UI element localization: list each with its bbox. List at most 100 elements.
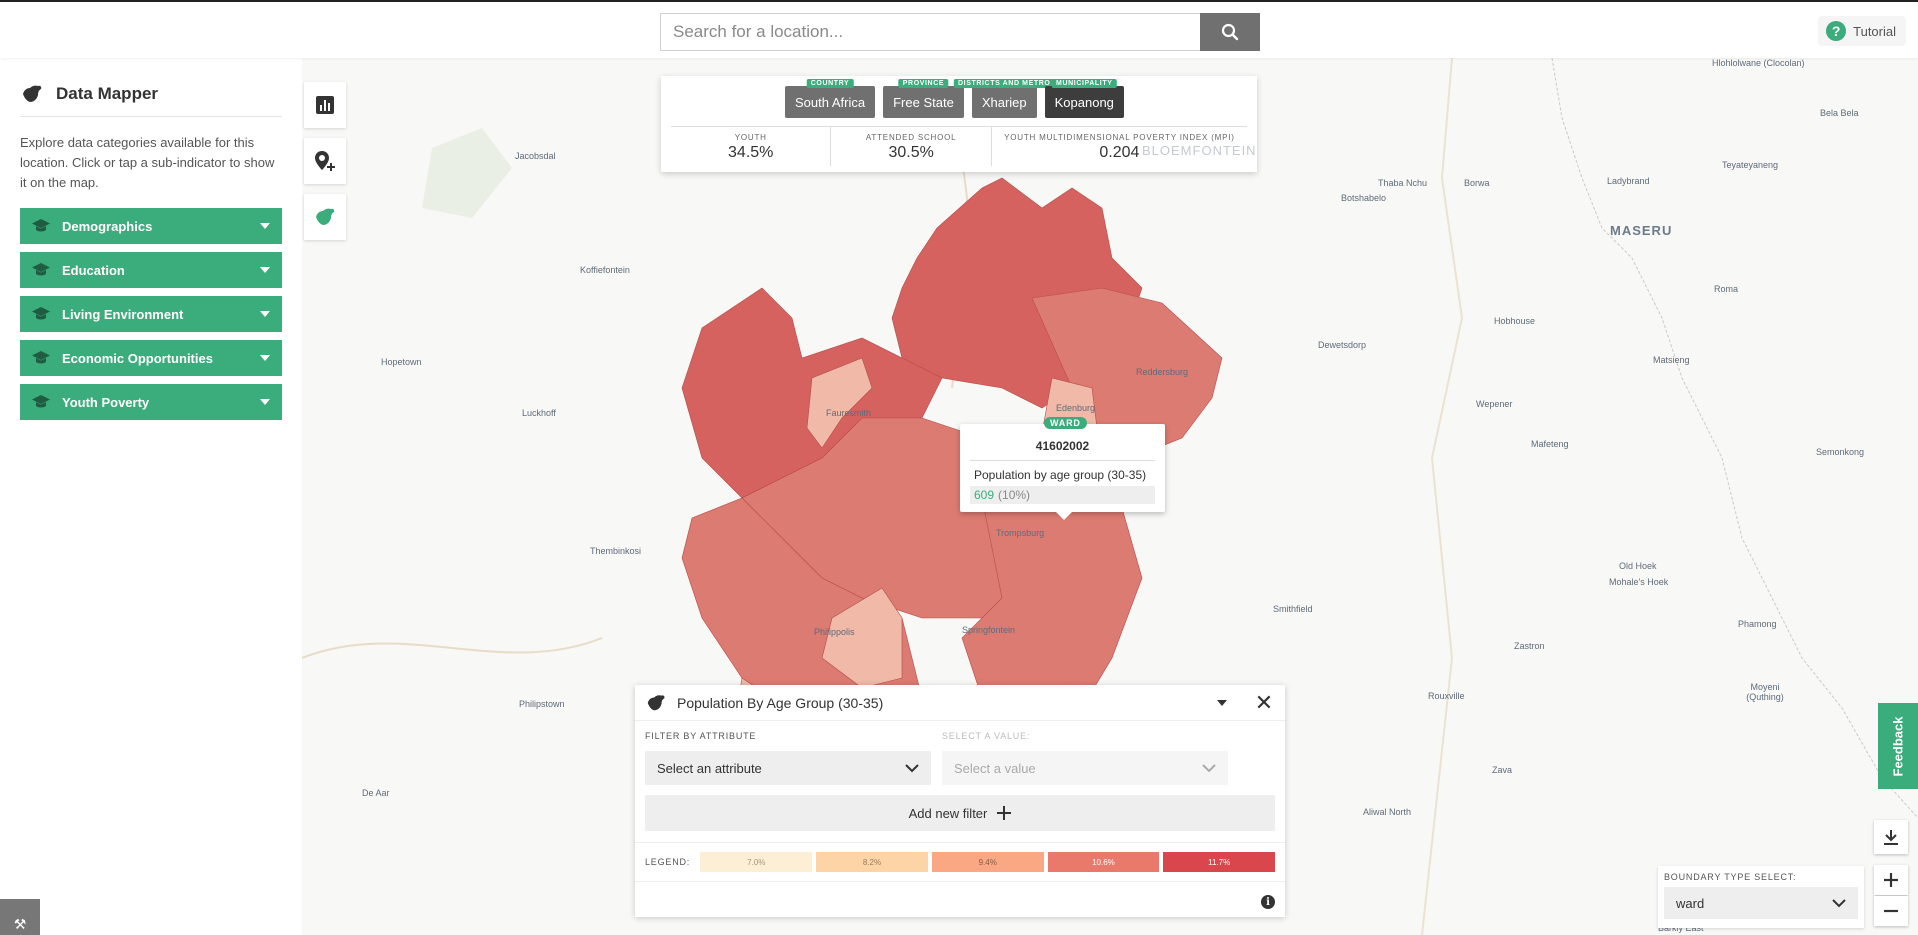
category-label: Economic Opportunities	[62, 350, 213, 366]
boundary-type-label: BOUNDARY TYPE SELECT:	[1664, 872, 1797, 882]
graduation-cap-icon	[32, 351, 50, 364]
help-icon: ?	[1826, 21, 1847, 41]
map-label: Wepener	[1476, 399, 1513, 409]
legend-swatch: 10.6%	[1047, 852, 1160, 872]
category-demographics[interactable]: Demographics	[20, 208, 282, 244]
tools-icon: ⚒	[13, 916, 27, 932]
value-select-placeholder: Select a value	[954, 760, 1036, 776]
breadcrumb-municipality[interactable]: MUNICIPALITY Kopanong	[1044, 79, 1124, 118]
download-button[interactable]	[1874, 820, 1908, 854]
category-living-environment[interactable]: Living Environment	[20, 296, 282, 332]
attribute-select[interactable]: Select an attribute	[645, 751, 931, 785]
chevron-down-icon	[905, 763, 919, 772]
feedback-button[interactable]: Feedback	[1878, 703, 1918, 789]
map-label: Thembinkosi	[590, 546, 642, 556]
search-input[interactable]	[660, 13, 1200, 51]
search-icon	[1221, 23, 1239, 41]
map-label: Mafeteng	[1531, 439, 1569, 449]
category-label: Youth Poverty	[62, 394, 150, 410]
panel-collapse-button[interactable]	[1217, 699, 1227, 706]
map-label: Thaba Nchu	[1378, 178, 1428, 188]
map-label: Moyeni (Quthing)	[1746, 682, 1784, 702]
map-label: Hlohlolwane (Clocolan)	[1712, 58, 1805, 68]
map-label: Edenburg	[1056, 403, 1096, 413]
zoom-out-button[interactable]	[1874, 896, 1908, 926]
category-list: Demographics Education Living Environmen…	[20, 208, 282, 428]
add-point-icon	[315, 151, 335, 171]
info-icon[interactable]: i	[1261, 895, 1275, 909]
graduation-cap-icon	[32, 263, 50, 276]
stat-value: 30.5%	[888, 144, 934, 161]
chevron-down-icon	[260, 311, 270, 317]
tutorial-button[interactable]: ? Tutorial	[1818, 16, 1906, 46]
breadcrumb-district[interactable]: DISTRICTS AND METRO Xhariep	[954, 79, 1055, 118]
value-select[interactable]: Select a value	[942, 751, 1228, 785]
graduation-cap-icon	[32, 395, 50, 408]
tooltip-value: 609	[974, 488, 995, 502]
category-youth-poverty[interactable]: Youth Poverty	[20, 384, 282, 420]
map-label: BLOEMFONTEIN	[1142, 143, 1257, 158]
africa-icon	[23, 85, 42, 102]
map-label: Philippolis	[814, 627, 855, 637]
map-label: Matsieng	[1653, 355, 1690, 365]
breadcrumb-label: Xhariep	[981, 94, 1027, 110]
africa-icon	[316, 208, 335, 225]
map-label: Smithfield	[1273, 604, 1313, 614]
map-label: Mohale's Hoek	[1609, 577, 1669, 587]
breadcrumb-tag: MUNICIPALITY	[1052, 79, 1117, 88]
category-economic-opportunities[interactable]: Economic Opportunities	[20, 340, 282, 376]
chevron-down-icon	[1202, 763, 1216, 772]
add-point-button[interactable]	[304, 138, 346, 184]
indicator-panel: Population By Age Group (30-35) ✕ FILTER…	[635, 685, 1285, 917]
search-button[interactable]	[1200, 13, 1260, 51]
breadcrumb-country[interactable]: COUNTRY South Africa	[785, 79, 876, 118]
map-label: Roma	[1714, 284, 1739, 294]
ward-code: 41602002	[1035, 439, 1090, 453]
boundary-type-dropdown[interactable]: ward	[1664, 887, 1858, 919]
stat-label: YOUTH MULTIDIMENSIONAL POVERTY INDEX (MP…	[1004, 133, 1235, 142]
sidebar-header: Data Mapper	[20, 82, 282, 117]
breadcrumb-province[interactable]: PROVINCE Free State	[883, 79, 964, 118]
map-legend: LEGEND: 7.0% 8.2% 9.4% 10.6% 11.7%	[635, 842, 1285, 882]
tutorial-label: Tutorial	[1853, 23, 1896, 39]
breadcrumb-tag: DISTRICTS AND METRO	[954, 79, 1055, 88]
panel-title: Population By Age Group (30-35)	[677, 694, 884, 711]
breadcrumb-tag: COUNTRY	[806, 79, 854, 88]
close-icon[interactable]: ✕	[1254, 689, 1274, 715]
map-label: Ladybrand	[1607, 176, 1650, 186]
add-filter-button[interactable]: Add new filter	[645, 795, 1275, 831]
data-mapper-button[interactable]	[304, 194, 346, 240]
chevron-down-icon	[260, 267, 270, 273]
zoom-in-button[interactable]	[1874, 865, 1908, 895]
tools-button[interactable]: ⚒	[0, 899, 40, 935]
map-label: Reddersburg	[1136, 367, 1189, 377]
tooltip-value-row: 609 (10%)	[970, 486, 1155, 504]
top-bar: ? Tutorial	[0, 0, 1918, 58]
map-label: Old Hoek	[1619, 561, 1657, 571]
category-education[interactable]: Education	[20, 252, 282, 288]
ward-region-light-1	[806, 357, 873, 449]
location-card: COUNTRY South Africa PROVINCE Free State…	[661, 76, 1257, 172]
sidebar-description: Explore data categories available for th…	[20, 135, 275, 190]
map-label: Luckhoff	[522, 408, 556, 418]
breadcrumb-label: Free State	[893, 94, 954, 110]
ward-tag: WARD	[1044, 417, 1087, 429]
africa-icon	[647, 694, 665, 710]
legend-swatch: 7.0%	[700, 852, 813, 872]
map-label: Aliwal North	[1363, 807, 1412, 817]
stat-value: 34.5%	[728, 144, 774, 161]
chevron-down-icon	[260, 223, 270, 229]
data-mapper-sidebar: Data Mapper Explore data categories avai…	[0, 58, 302, 935]
plus-icon	[1884, 873, 1898, 887]
select-value-label: SELECT A VALUE:	[942, 731, 1031, 741]
map-label: Barkly East	[1658, 923, 1704, 933]
map-label: Botshabelo	[1341, 193, 1387, 203]
map-label: Rouxville	[1428, 691, 1465, 701]
breadcrumb-tag: PROVINCE	[898, 79, 949, 88]
bar-chart-icon	[316, 96, 334, 114]
attribute-select-value: Select an attribute	[657, 760, 762, 776]
search-bar	[660, 13, 1260, 51]
map-label: Jacobsdal	[515, 151, 556, 161]
stat-attended-school: ATTENDED SCHOOL 30.5%	[831, 127, 992, 166]
chart-tool-button[interactable]	[304, 82, 346, 128]
